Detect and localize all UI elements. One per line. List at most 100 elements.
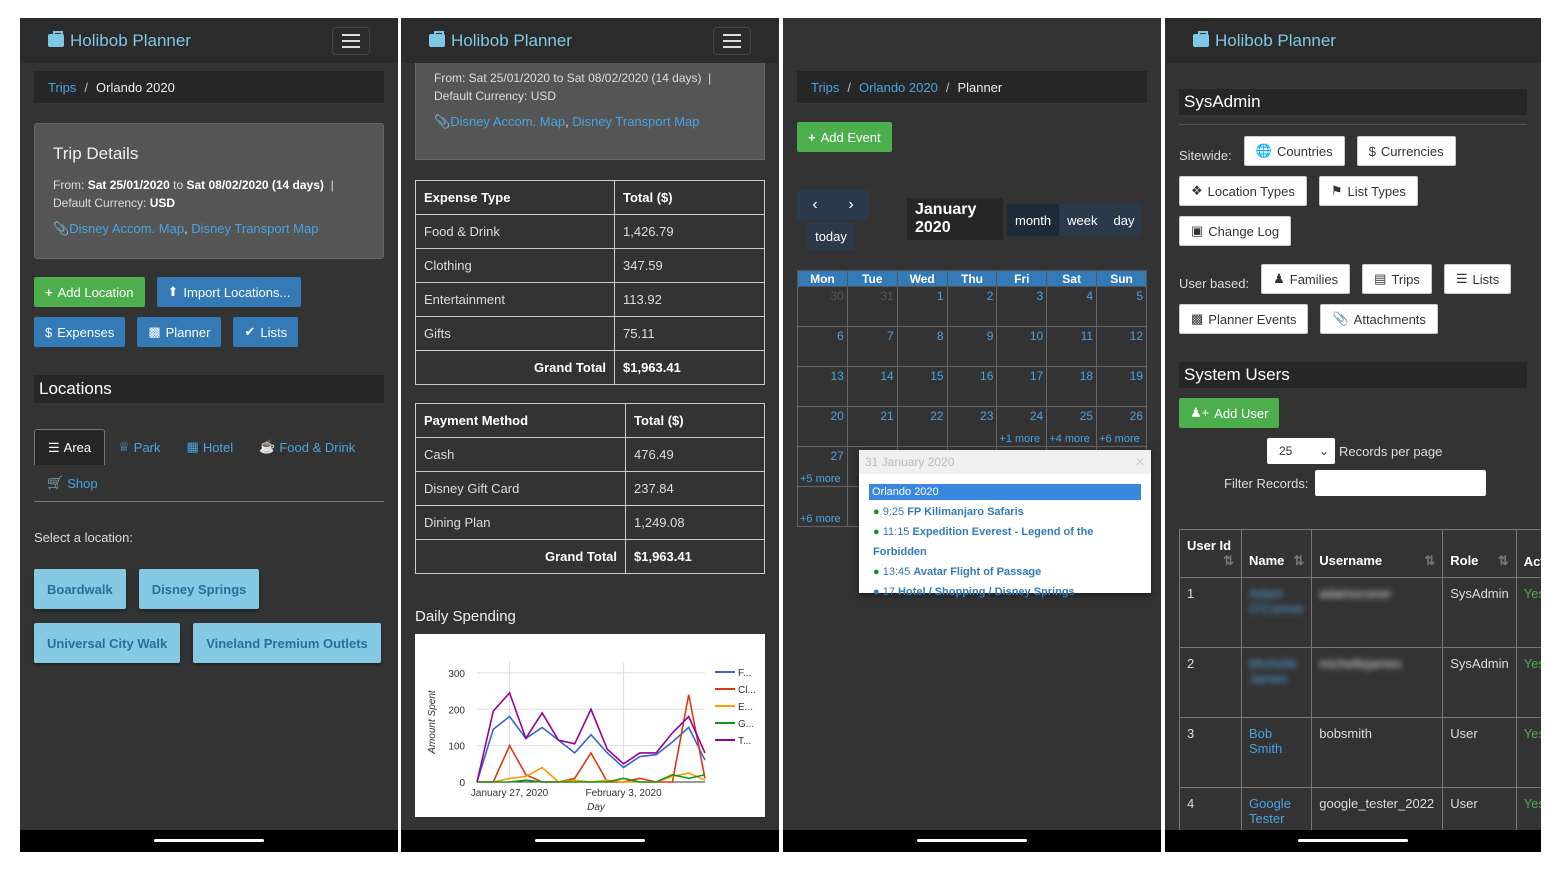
calendar-day[interactable]: 6 [797,326,848,367]
menu-toggle-button[interactable] [713,26,751,55]
calendar-day[interactable]: 2 [946,286,998,327]
tab-shop[interactable]: 🛒 Shop [47,475,98,491]
location-button[interactable]: Disney Springs [138,569,260,609]
lists-button[interactable]: ☰ Lists [1443,264,1512,294]
calendar-day[interactable]: +6 more [797,486,848,527]
calendar-day[interactable]: 27 +5 more [797,446,848,487]
attachment-link[interactable]: Disney Transport Map [191,221,319,236]
calendar-day[interactable]: 20 [797,406,848,447]
calendar-day[interactable]: 19 [1096,366,1147,407]
calendar-day[interactable]: 16 [946,366,998,407]
location-types-button[interactable]: ❖ Location Types [1179,176,1307,206]
location-button[interactable]: Universal City Walk [34,623,181,663]
column-header[interactable]: User Id ⇅ [1179,529,1242,578]
lists-button[interactable]: ✔ Lists [233,317,299,347]
calendar-day[interactable]: 9 [946,326,998,367]
close-icon[interactable]: ✕ [1134,455,1145,469]
planner-button[interactable]: ▩ Planner [137,317,222,347]
calendar-day[interactable]: 13 [797,366,848,407]
calendar-day[interactable]: 4 [1046,286,1098,327]
calendar-day[interactable]: 10 [996,326,1048,367]
prev-month-button[interactable]: ‹ [797,190,833,220]
calendar-day[interactable]: 5 [1096,286,1147,327]
tab-park[interactable]: ♕ Park [118,439,161,455]
calendar-day[interactable]: 7 [846,326,898,367]
calendar-day[interactable]: 15 [896,366,948,407]
view-day-button[interactable]: day [1113,212,1135,228]
more-events-link[interactable]: +1 more [999,433,1041,445]
column-header[interactable]: Username ⇅ [1311,529,1444,578]
calendar-day[interactable]: 31 [846,286,898,327]
list-types-button[interactable]: ⚑ List Types [1318,176,1418,206]
expenses-button[interactable]: $ Expenses [34,317,126,347]
view-month-button[interactable]: month [1007,204,1060,236]
countries-button[interactable]: 🌐 Countries [1243,136,1345,166]
attachment-link[interactable]: Disney Accom. Map [450,114,566,129]
home-indicator[interactable] [154,839,264,842]
view-week-button[interactable]: week [1067,212,1098,228]
popover-event[interactable]: ● 13:45 Avatar Flight of Passage [873,566,1042,578]
tab-food-drink[interactable]: ☕ Food & Drink [259,439,356,455]
calendar-day[interactable]: 3 [996,286,1048,327]
home-indicator[interactable] [535,839,645,842]
families-button[interactable]: ♟ Families [1261,264,1351,294]
calendar-day[interactable]: 11 [1046,326,1098,367]
attachment-link[interactable]: Disney Transport Map [572,114,700,129]
calendar-day[interactable]: 1 [896,286,948,327]
calendar-day[interactable]: 12 [1096,326,1147,367]
add-location-button[interactable]: + Add Location [34,277,145,307]
change-log-button[interactable]: ▣ Change Log [1179,216,1292,246]
currencies-button[interactable]: $ Currencies [1356,136,1456,166]
trips-button[interactable]: ▤ Trips [1362,264,1432,294]
column-header[interactable]: Name ⇅ [1240,529,1313,578]
calendar-day[interactable]: 24 +1 more [996,406,1048,447]
user-name-link[interactable]: Adam O'Conner [1249,586,1305,616]
add-user-button[interactable]: ♟+ Add User [1179,398,1280,428]
breadcrumb-trip-link[interactable]: Orlando 2020 [859,79,938,95]
home-indicator[interactable] [1298,839,1408,842]
attachments-button[interactable]: 📎 Attachments [1320,304,1438,334]
records-per-page-select[interactable]: 25 ⌄ [1267,438,1335,464]
calendar-day[interactable]: 14 [846,366,898,407]
user-name-link[interactable]: Google Tester [1249,796,1291,826]
breadcrumb-trips-link[interactable]: Trips [811,79,840,95]
next-month-button[interactable]: › [833,190,869,220]
breadcrumb-trips-link[interactable]: Trips [48,79,77,95]
popover-trip-event[interactable]: Orlando 2020 [869,484,1141,500]
calendar-day[interactable]: 17 [996,366,1048,407]
location-button[interactable]: Boardwalk [34,569,126,609]
calendar-day[interactable]: 23 [946,406,998,447]
menu-toggle-button[interactable] [332,26,370,55]
column-header[interactable]: Role ⇅ [1442,529,1517,578]
brand[interactable]: Holibob Planner [48,31,191,51]
popover-event[interactable]: ● 9:25 FP Kilimanjaro Safaris [873,506,1024,518]
brand[interactable]: Holibob Planner [1193,31,1336,51]
calendar-day[interactable]: 18 [1046,366,1098,407]
column-header[interactable]: Act [1515,529,1541,578]
home-indicator[interactable] [917,839,1027,842]
popover-event[interactable]: ● 11:15 Expedition Everest - Legend of t… [873,526,1094,558]
import-locations-button[interactable]: ⬆ Import Locations... [156,277,302,307]
planner-events-button[interactable]: ▩ Planner Events [1179,304,1309,334]
user-name-link[interactable]: Michelle James [1249,656,1297,686]
tab-hotel[interactable]: ▦ Hotel [186,439,234,455]
popover-event[interactable]: ● 17 Hotel / Shopping / Disney Springs [873,586,1075,598]
location-button[interactable]: Vineland Premium Outlets [193,623,381,663]
add-event-button[interactable]: + Add Event [797,122,892,152]
today-button[interactable]: today [807,222,855,250]
more-events-link[interactable]: +6 more [800,513,841,525]
more-events-link[interactable]: +5 more [800,473,841,485]
calendar-day[interactable]: 26 +6 more [1096,406,1147,447]
calendar-day[interactable]: 21 [846,406,898,447]
calendar-day[interactable]: 8 [896,326,948,367]
user-name-link[interactable]: Bob Smith [1249,726,1283,756]
more-events-link[interactable]: +4 more [1049,433,1090,445]
calendar-day[interactable]: 25 +4 more [1046,406,1098,447]
filter-records-input[interactable] [1314,470,1486,496]
attachment-link[interactable]: Disney Accom. Map [69,221,185,236]
more-events-link[interactable]: +6 more [1099,433,1140,445]
calendar-day[interactable]: 30 [797,286,848,327]
tab-area[interactable]: ☰ Area [34,429,106,465]
calendar-day[interactable]: 22 [896,406,948,447]
brand[interactable]: Holibob Planner [429,31,572,51]
